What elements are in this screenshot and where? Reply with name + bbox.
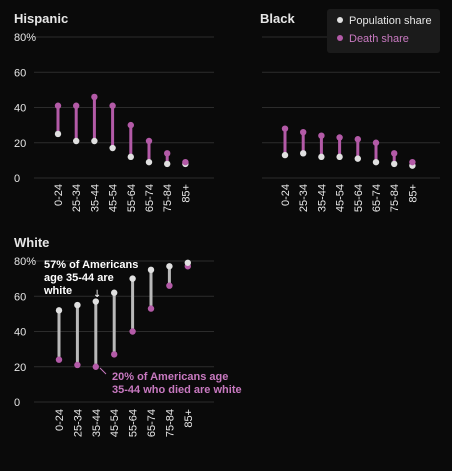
hispanic-y-tick-label: 0 <box>14 173 20 185</box>
black-death-point <box>300 128 307 136</box>
hispanic-panel-title: Hispanic <box>14 11 68 26</box>
black-population-point <box>336 153 343 161</box>
hispanic-death-point <box>73 102 80 109</box>
hispanic-population-point <box>127 153 134 161</box>
hispanic-death-point <box>164 150 171 157</box>
death-annotation-line: 35-44 who died are white <box>112 384 242 396</box>
annotation-arrow-icon: ↓ <box>93 289 101 300</box>
white-population-point <box>74 301 81 309</box>
hispanic-y-tick-label: 20 <box>14 138 26 150</box>
white-x-tick-label: 45-54 <box>109 409 121 437</box>
black-x-tick-label: 75-84 <box>389 184 401 212</box>
hispanic-x-tick-label: 65-74 <box>144 184 156 212</box>
white-population-point <box>92 298 100 305</box>
death-annotation-connector <box>99 367 107 375</box>
white-x-tick-label: 0-24 <box>54 409 66 431</box>
white-x-tick-label: 85+ <box>183 409 195 428</box>
legend-item-death: Death share <box>337 33 409 46</box>
black-death-point <box>354 136 361 143</box>
white-population-point <box>111 289 118 296</box>
hispanic-death-point <box>91 93 98 101</box>
white-death-point <box>92 363 100 370</box>
hispanic-x-tick-label: 35-44 <box>89 184 101 212</box>
legend-item-population: Population share <box>337 15 432 28</box>
white-x-tick-label: 55-64 <box>128 409 140 437</box>
white-y-tick-label: 80% <box>14 256 36 268</box>
white-panel-title: White <box>14 235 49 250</box>
black-x-tick-label: 35-44 <box>316 184 328 212</box>
black-death-point <box>391 150 398 157</box>
hispanic-population-point <box>109 144 116 152</box>
black-population-point <box>318 153 325 161</box>
population-annotation-line: age 35-44 are <box>44 272 114 284</box>
black-x-tick-label: 45-54 <box>335 184 347 212</box>
black-x-tick-label: 65-74 <box>371 184 383 212</box>
black-x-tick-label: 0-24 <box>280 184 292 206</box>
black-death-point <box>318 132 325 139</box>
white-x-tick-label: 65-74 <box>146 409 158 437</box>
hispanic-death-point <box>145 137 153 145</box>
white-y-tick-label: 20 <box>14 362 26 374</box>
legend: Population share Death share <box>327 9 440 53</box>
black-population-point <box>391 160 398 168</box>
black-death-point <box>409 158 416 166</box>
white-death-point <box>129 328 136 335</box>
hispanic-x-tick-label: 85+ <box>180 184 192 203</box>
white-death-point <box>55 356 63 363</box>
legend-death-label: Death share <box>349 33 409 45</box>
white-population-point <box>55 307 63 314</box>
white-x-tick-label: 75-84 <box>164 409 176 437</box>
hispanic-x-tick-label: 45-54 <box>108 184 120 212</box>
black-population-point <box>300 150 307 157</box>
hispanic-x-tick-label: 75-84 <box>162 184 174 212</box>
white-y-tick-label: 40 <box>14 327 26 339</box>
hispanic-population-point <box>54 130 62 138</box>
white-population-point <box>129 275 136 282</box>
hispanic-death-point <box>109 102 116 109</box>
hispanic-y-tick-label: 40 <box>14 103 26 115</box>
population-annotation-line: white <box>43 285 72 297</box>
white-death-point <box>111 351 118 358</box>
black-death-point <box>372 139 380 146</box>
hispanic-x-tick-label: 0-24 <box>53 184 65 206</box>
white-x-tick-label: 25-34 <box>72 409 84 437</box>
white-death-point <box>166 282 173 289</box>
hispanic-x-tick-label: 55-64 <box>126 184 138 212</box>
white-death-point <box>147 305 155 312</box>
legend-death-swatch <box>337 35 343 41</box>
white-population-point <box>166 263 173 270</box>
black-x-tick-label: 25-34 <box>298 184 310 212</box>
black-x-tick-label: 55-64 <box>353 184 365 212</box>
death-annotation-line: 20% of Americans age <box>112 371 228 383</box>
white-population-point <box>184 259 191 266</box>
hispanic-y-tick-label: 80% <box>14 32 36 44</box>
hispanic-death-point <box>54 102 62 109</box>
black-death-point <box>281 125 289 132</box>
black-panel-title: Black <box>260 11 295 26</box>
white-x-tick-label: 35-44 <box>91 409 103 437</box>
white-y-tick-label: 0 <box>14 397 20 409</box>
hispanic-population-point <box>145 158 153 166</box>
hispanic-death-point <box>127 121 134 129</box>
hispanic-x-tick-label: 25-34 <box>71 184 83 212</box>
hispanic-population-point <box>91 137 98 145</box>
legend-population-swatch <box>337 17 343 23</box>
black-population-point <box>372 158 380 166</box>
legend-population-label: Population share <box>349 15 432 27</box>
hispanic-population-point <box>164 160 171 168</box>
population-annotation-line: 57% of Americans <box>44 259 138 271</box>
white-death-point <box>74 361 81 369</box>
black-population-point <box>281 151 289 159</box>
white-y-tick-label: 60 <box>14 291 26 303</box>
black-population-point <box>354 155 361 162</box>
white-population-point <box>147 266 155 274</box>
black-death-point <box>336 134 343 141</box>
black-x-tick-label: 85+ <box>407 184 419 203</box>
hispanic-y-tick-label: 60 <box>14 67 26 79</box>
hispanic-population-point <box>73 137 80 145</box>
hispanic-death-point <box>182 158 189 166</box>
